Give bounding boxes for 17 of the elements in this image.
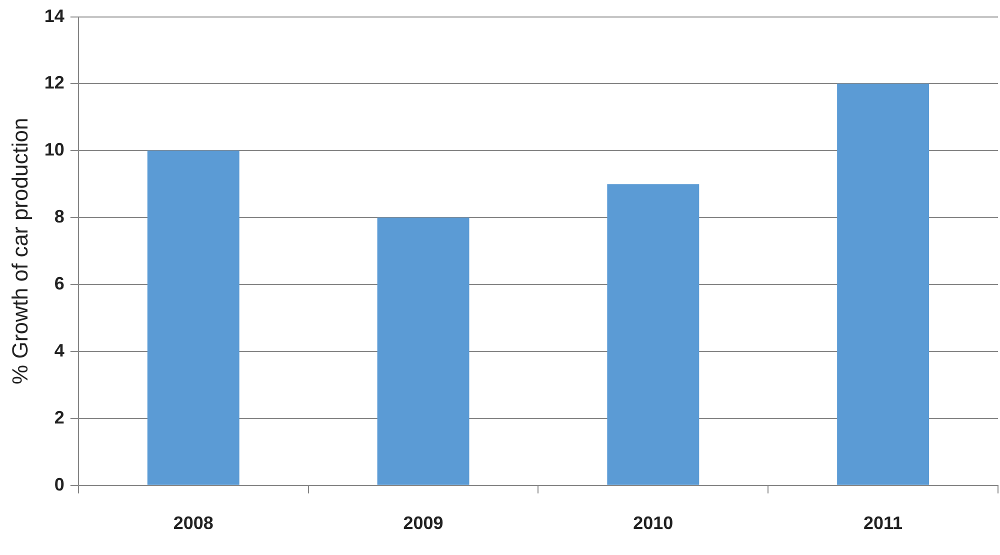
bar bbox=[607, 184, 700, 485]
x-tick-label: 2009 bbox=[403, 513, 444, 534]
y-axis-title: % Growth of car production bbox=[7, 118, 32, 384]
x-tick-label: 2011 bbox=[864, 513, 903, 534]
y-tick-label: 6 bbox=[54, 274, 64, 294]
y-tick-label: 0 bbox=[54, 474, 64, 494]
y-tick-label: 10 bbox=[44, 140, 64, 160]
x-tick-label: 2008 bbox=[173, 513, 214, 534]
y-tick-label: 8 bbox=[54, 206, 64, 227]
y-tick-label: 4 bbox=[54, 340, 64, 360]
y-tick-label: 14 bbox=[44, 6, 64, 26]
bar bbox=[377, 218, 470, 485]
bar bbox=[837, 84, 930, 485]
y-tick-label: 12 bbox=[44, 72, 64, 93]
y-tick-label: 2 bbox=[54, 407, 64, 428]
x-tick-label: 2010 bbox=[633, 513, 674, 534]
bar bbox=[147, 150, 240, 485]
